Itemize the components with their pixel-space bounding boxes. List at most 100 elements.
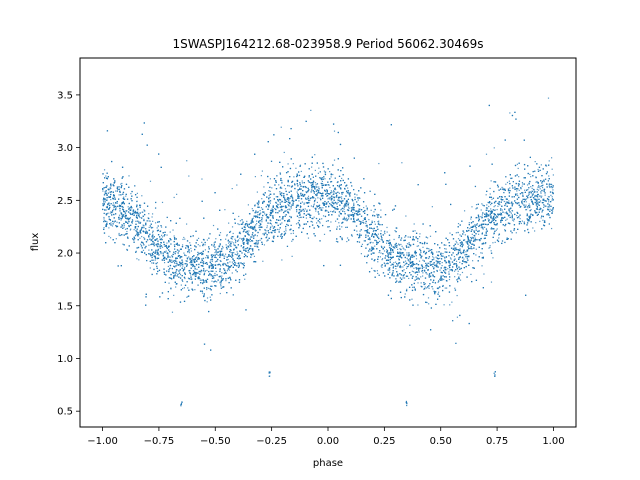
data-point — [241, 219, 243, 221]
data-point — [110, 187, 112, 189]
data-point — [445, 244, 447, 246]
data-point — [386, 249, 388, 251]
data-point — [486, 204, 488, 206]
data-point — [138, 215, 140, 218]
data-point — [535, 181, 537, 183]
data-point — [185, 260, 187, 262]
data-point — [502, 188, 504, 191]
data-point — [269, 202, 271, 204]
data-point — [172, 275, 175, 277]
data-point — [261, 170, 263, 172]
data-point — [201, 292, 204, 294]
data-point — [504, 229, 506, 231]
data-point — [547, 97, 550, 99]
data-point — [459, 248, 461, 250]
data-point — [484, 242, 486, 245]
data-point — [423, 288, 425, 290]
data-point — [537, 203, 539, 205]
data-point — [424, 286, 426, 288]
data-point — [137, 222, 140, 224]
data-point — [148, 249, 150, 251]
data-point — [417, 304, 419, 306]
data-point — [119, 217, 121, 219]
data-point — [308, 201, 310, 204]
data-point — [346, 240, 348, 243]
data-point — [321, 218, 323, 220]
data-point — [475, 203, 478, 206]
data-point — [330, 190, 332, 192]
data-point — [474, 223, 476, 226]
data-point — [305, 202, 307, 204]
data-point — [476, 223, 478, 225]
data-point — [400, 281, 402, 283]
data-point — [464, 254, 466, 256]
data-point — [290, 207, 292, 209]
data-point — [500, 214, 502, 216]
data-point — [380, 265, 382, 267]
data-point — [524, 189, 526, 191]
data-point — [301, 209, 303, 212]
data-point — [186, 262, 188, 265]
data-point — [289, 209, 291, 211]
data-point — [182, 238, 184, 241]
data-point — [396, 265, 398, 268]
data-point — [520, 222, 522, 225]
data-point — [246, 239, 248, 241]
data-point — [469, 240, 472, 242]
data-point — [534, 230, 536, 232]
data-point — [439, 260, 441, 263]
data-point — [528, 203, 530, 205]
data-point — [483, 220, 485, 222]
data-point — [432, 256, 434, 258]
data-point — [131, 207, 133, 209]
data-point — [320, 182, 322, 184]
data-point — [451, 301, 453, 303]
data-point — [420, 282, 422, 284]
data-point — [231, 272, 233, 274]
data-point — [527, 194, 530, 197]
data-point — [307, 195, 310, 197]
data-point — [206, 297, 209, 299]
data-point — [106, 199, 108, 201]
data-point — [362, 219, 364, 222]
data-point — [299, 207, 302, 209]
data-point — [463, 210, 466, 212]
data-point — [343, 206, 346, 208]
data-point — [373, 229, 375, 232]
data-point — [496, 208, 498, 211]
data-point — [357, 199, 359, 201]
data-point — [326, 195, 328, 197]
data-point — [281, 180, 283, 182]
data-point — [258, 225, 260, 227]
data-point — [310, 205, 313, 207]
data-point — [490, 227, 493, 229]
data-point — [209, 259, 212, 261]
data-point — [126, 248, 128, 251]
data-point — [250, 226, 252, 228]
data-point — [191, 261, 193, 263]
data-point — [329, 198, 331, 200]
data-point — [526, 184, 529, 186]
data-point — [327, 198, 329, 200]
data-point — [318, 186, 320, 188]
data-point — [348, 206, 350, 208]
data-point — [442, 284, 444, 287]
data-point — [515, 188, 517, 190]
data-point — [300, 209, 302, 211]
data-point — [328, 184, 330, 186]
data-point — [123, 198, 125, 200]
data-point — [525, 209, 528, 211]
data-point — [338, 225, 341, 227]
data-point — [281, 259, 283, 261]
data-point — [433, 258, 435, 261]
data-point — [151, 232, 154, 234]
data-point — [297, 184, 299, 186]
data-point — [406, 275, 409, 277]
data-point — [279, 219, 281, 221]
data-point — [494, 241, 496, 243]
data-point — [302, 195, 304, 197]
data-point — [180, 284, 182, 286]
data-point — [394, 230, 396, 232]
data-point — [172, 229, 174, 231]
data-point — [246, 232, 248, 234]
